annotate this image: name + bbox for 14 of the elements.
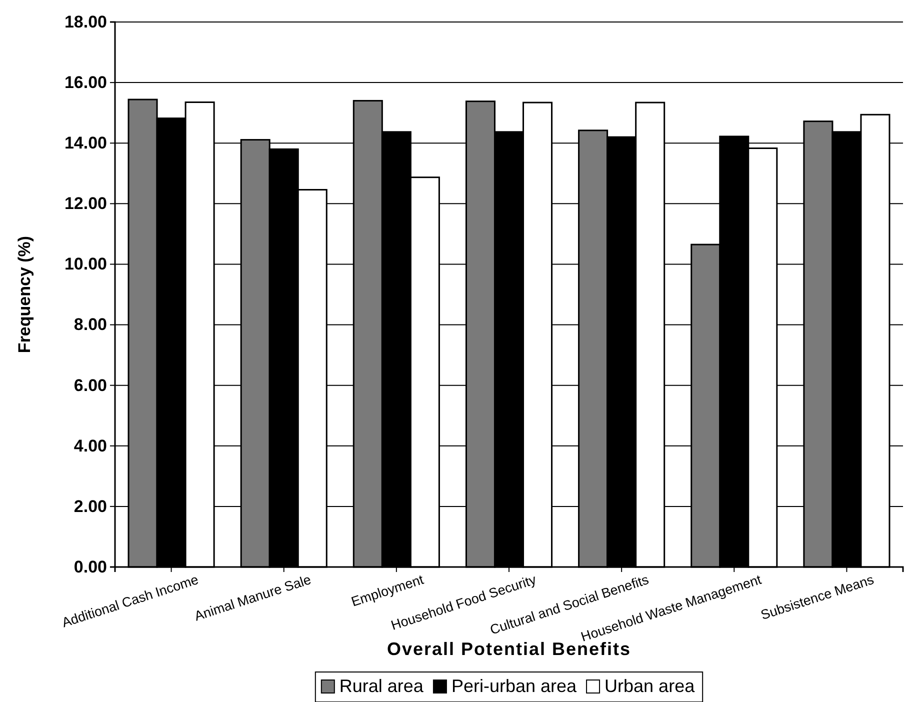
y-tick-label: 10.00 <box>64 254 107 274</box>
y-tick-label: 14.00 <box>64 134 107 153</box>
legend-label: Rural area <box>339 676 424 696</box>
y-tick-label: 2.00 <box>74 496 107 516</box>
y-tick-label: 6.00 <box>74 376 107 395</box>
legend-label: Urban area <box>604 676 696 696</box>
legend-label: Peri-urban area <box>451 676 578 696</box>
y-tick-label: 0.00 <box>74 557 107 576</box>
y-tick-label: 18.00 <box>64 12 107 32</box>
y-tick-label: 12.00 <box>64 194 107 214</box>
y-tick-label: 16.00 <box>64 72 107 92</box>
y-tick-label: 4.00 <box>74 436 107 456</box>
y-axis-title: Frequency (%) <box>15 236 34 354</box>
y-tick-label: 8.00 <box>74 315 107 334</box>
